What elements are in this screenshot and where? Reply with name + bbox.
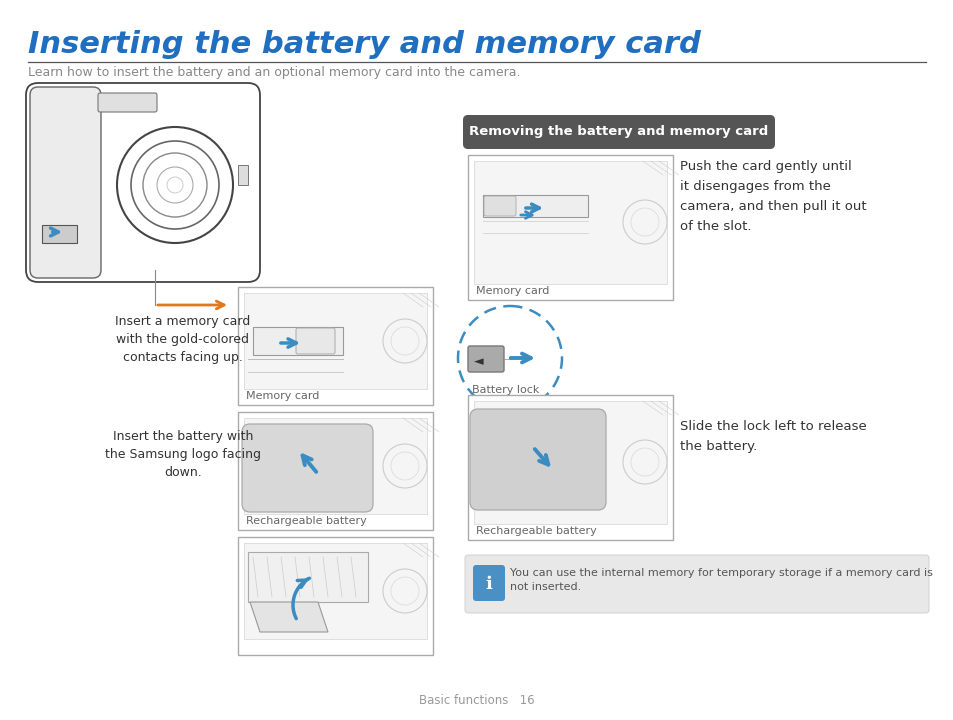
FancyBboxPatch shape	[30, 87, 101, 278]
FancyBboxPatch shape	[462, 115, 774, 149]
Bar	[244, 543, 427, 639]
Text: Basic functions   16: Basic functions 16	[418, 694, 535, 707]
Bar	[42, 225, 77, 243]
Text: Slide the lock left to release
the battery.: Slide the lock left to release the batte…	[679, 420, 866, 453]
Bar	[253, 327, 343, 355]
FancyBboxPatch shape	[26, 83, 260, 282]
FancyBboxPatch shape	[470, 409, 605, 510]
Text: ◄: ◄	[474, 356, 483, 369]
Text: Removing the battery and memory card: Removing the battery and memory card	[469, 125, 768, 138]
Text: Rechargeable battery: Rechargeable battery	[246, 516, 366, 526]
Bar	[474, 401, 666, 524]
Bar	[482, 195, 587, 217]
FancyBboxPatch shape	[242, 424, 373, 512]
Text: Inserting the battery and memory card: Inserting the battery and memory card	[28, 30, 700, 59]
Text: Battery lock: Battery lock	[472, 385, 538, 395]
Bar	[237, 165, 248, 185]
FancyBboxPatch shape	[464, 555, 928, 613]
Bar	[237, 412, 433, 530]
Text: Memory card: Memory card	[246, 391, 319, 401]
Bar	[474, 161, 666, 284]
Text: ℹ: ℹ	[485, 575, 492, 593]
Bar	[244, 418, 427, 514]
Bar	[468, 395, 672, 540]
Text: Insert a memory card
with the gold-colored
contacts facing up.: Insert a memory card with the gold-color…	[115, 315, 251, 364]
Text: Rechargeable battery: Rechargeable battery	[476, 526, 597, 536]
Bar	[468, 155, 672, 300]
Bar	[244, 293, 427, 389]
FancyBboxPatch shape	[98, 93, 157, 112]
FancyBboxPatch shape	[468, 346, 503, 372]
FancyBboxPatch shape	[473, 565, 504, 601]
FancyBboxPatch shape	[295, 328, 335, 354]
Bar	[248, 552, 368, 602]
Bar	[237, 537, 433, 655]
Bar	[237, 287, 433, 405]
Text: Memory card: Memory card	[476, 286, 549, 296]
Text: Insert the battery with
the Samsung logo facing
down.: Insert the battery with the Samsung logo…	[105, 430, 261, 479]
Text: You can use the internal memory for temporary storage if a memory card is
not in: You can use the internal memory for temp…	[510, 568, 932, 592]
Polygon shape	[250, 602, 328, 632]
FancyBboxPatch shape	[483, 196, 516, 216]
Text: Push the card gently until
it disengages from the
camera, and then pull it out
o: Push the card gently until it disengages…	[679, 160, 865, 233]
Text: Learn how to insert the battery and an optional memory card into the camera.: Learn how to insert the battery and an o…	[28, 66, 520, 79]
